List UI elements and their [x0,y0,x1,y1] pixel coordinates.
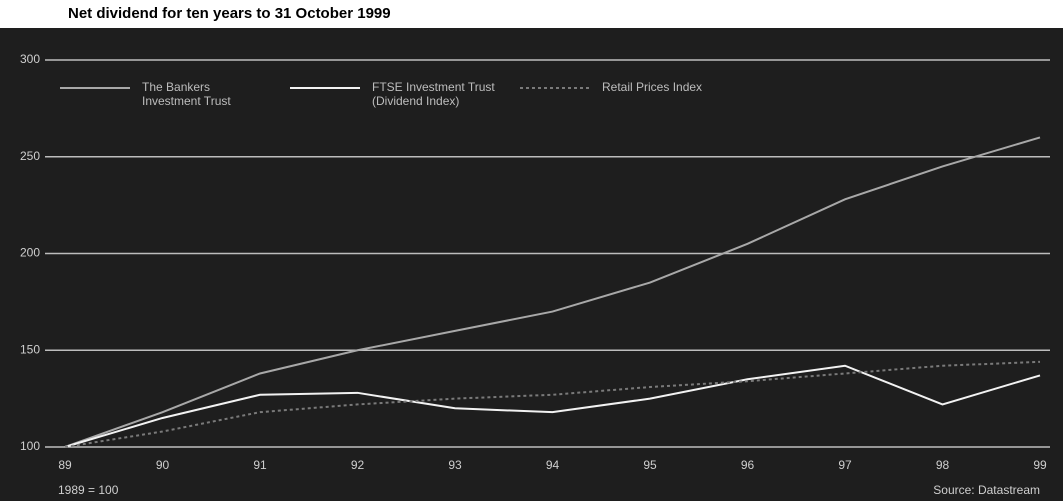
series-line [64,136,1041,448]
x-tick-label: 96 [741,458,755,472]
y-tick-label: 250 [20,149,40,163]
x-tick-label: 93 [448,458,462,472]
source: Source: Datastream [933,483,1040,497]
x-tick-label: 98 [936,458,950,472]
x-tick-label: 94 [546,458,560,472]
x-tick-label: 99 [1033,458,1047,472]
x-tick-label: 90 [156,458,170,472]
y-tick-label: 150 [20,342,40,356]
legend-label: FTSE Investment Trust (Dividend Index) [372,80,495,108]
y-tick-label: 100 [20,439,40,453]
legend-label: Retail Prices Index [602,80,703,94]
chart-title: Net dividend for ten years to 31 October… [68,5,391,22]
x-tick-label: 91 [253,458,267,472]
x-tick-label: 92 [351,458,365,472]
x-tick-label: 95 [643,458,657,472]
series-line [64,364,1041,448]
y-tick-label: 200 [20,246,40,260]
chart-background [0,28,1063,501]
series-line [64,360,1041,448]
footnote: 1989 = 100 [58,483,119,497]
x-tick-label: 89 [58,458,72,472]
y-tick-label: 300 [20,52,40,66]
x-tick-label: 97 [838,458,852,472]
legend-label: The Bankers Investment Trust [142,80,231,108]
